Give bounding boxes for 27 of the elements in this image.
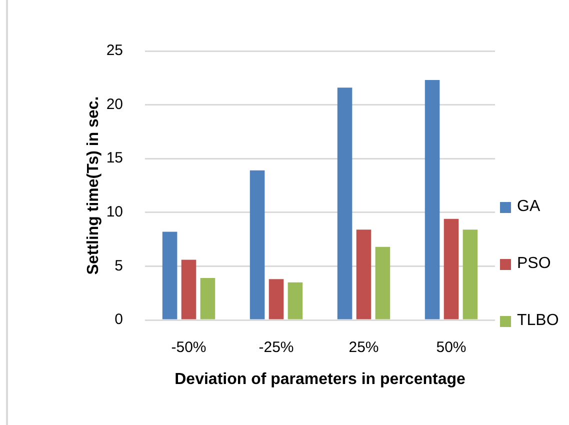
bar — [250, 170, 265, 320]
bar — [268, 279, 284, 320]
y-axis-title: Settling time(Ts) in sec. — [85, 96, 102, 275]
bar — [162, 232, 178, 320]
x-tick-label: 25% — [348, 339, 379, 356]
bar — [462, 230, 478, 320]
bar — [375, 246, 390, 320]
legend-label: PSO — [517, 255, 551, 273]
bar — [288, 282, 303, 320]
y-tick-label: 0 — [114, 311, 123, 328]
bar — [337, 88, 352, 320]
bar — [444, 218, 459, 320]
x-tick-label: -50% — [171, 339, 206, 356]
y-tick-label: 20 — [106, 96, 123, 113]
legend-label: GA — [517, 198, 540, 216]
legend-label: TLBO — [517, 312, 559, 330]
bar — [424, 80, 440, 320]
y-tick-label: 10 — [106, 204, 123, 221]
y-tick-label: 5 — [114, 257, 123, 274]
bar — [356, 230, 372, 320]
y-tick-label: 15 — [106, 150, 123, 167]
x-tick-label: 50% — [436, 339, 466, 356]
bar — [200, 278, 216, 320]
x-tick-label: -25% — [258, 339, 294, 356]
y-tick-label: 25 — [106, 42, 123, 60]
bar — [181, 260, 196, 320]
x-axis-title: Deviation of parameters in percentage — [174, 370, 466, 388]
